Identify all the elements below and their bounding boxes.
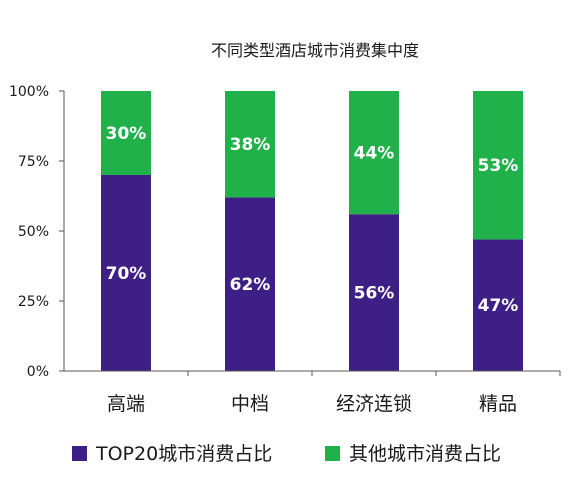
x-axis: 高端 中档 经济连锁 精品 xyxy=(64,370,561,415)
data-label: 70% xyxy=(106,264,147,284)
y-tick-label: 0% xyxy=(27,364,49,380)
legend-swatch-top20 xyxy=(72,446,87,461)
bar-segment-top20 xyxy=(225,197,275,371)
data-label: 38% xyxy=(230,135,271,155)
y-tick-label: 100% xyxy=(9,84,49,100)
y-axis: 0% 25% 50% 75% 100% xyxy=(9,84,65,380)
data-label: 53% xyxy=(478,156,519,176)
legend-label: TOP20城市消费占比 xyxy=(95,443,272,465)
bars: 70% 30% 62% 38% 56% 44% 47% 53% xyxy=(101,91,523,371)
data-label: 62% xyxy=(230,275,271,295)
bar-segment-top20 xyxy=(473,239,523,371)
x-category-label: 中档 xyxy=(231,393,269,415)
legend-label: 其他城市消费占比 xyxy=(349,443,501,465)
bar-segment-top20 xyxy=(101,175,151,371)
legend: TOP20城市消费占比 其他城市消费占比 xyxy=(72,443,501,465)
data-label: 44% xyxy=(354,144,395,164)
data-label: 30% xyxy=(106,124,147,144)
legend-swatch-other xyxy=(325,446,340,461)
bar-segment-other xyxy=(101,91,151,175)
x-category-label: 精品 xyxy=(479,393,517,415)
data-label: 47% xyxy=(478,296,519,316)
bar-segment-other xyxy=(473,91,523,240)
bar-segment-other xyxy=(349,91,399,215)
chart-title: 不同类型酒店城市消费集中度 xyxy=(211,41,419,60)
bar-segment-other xyxy=(225,91,275,198)
x-category-label: 高端 xyxy=(107,393,145,415)
bar-segment-top20 xyxy=(349,214,399,371)
y-tick-label: 50% xyxy=(18,224,49,240)
y-tick-label: 75% xyxy=(18,154,49,170)
data-label: 56% xyxy=(354,284,395,304)
x-category-label: 经济连锁 xyxy=(336,393,412,415)
y-tick-label: 25% xyxy=(18,294,49,310)
